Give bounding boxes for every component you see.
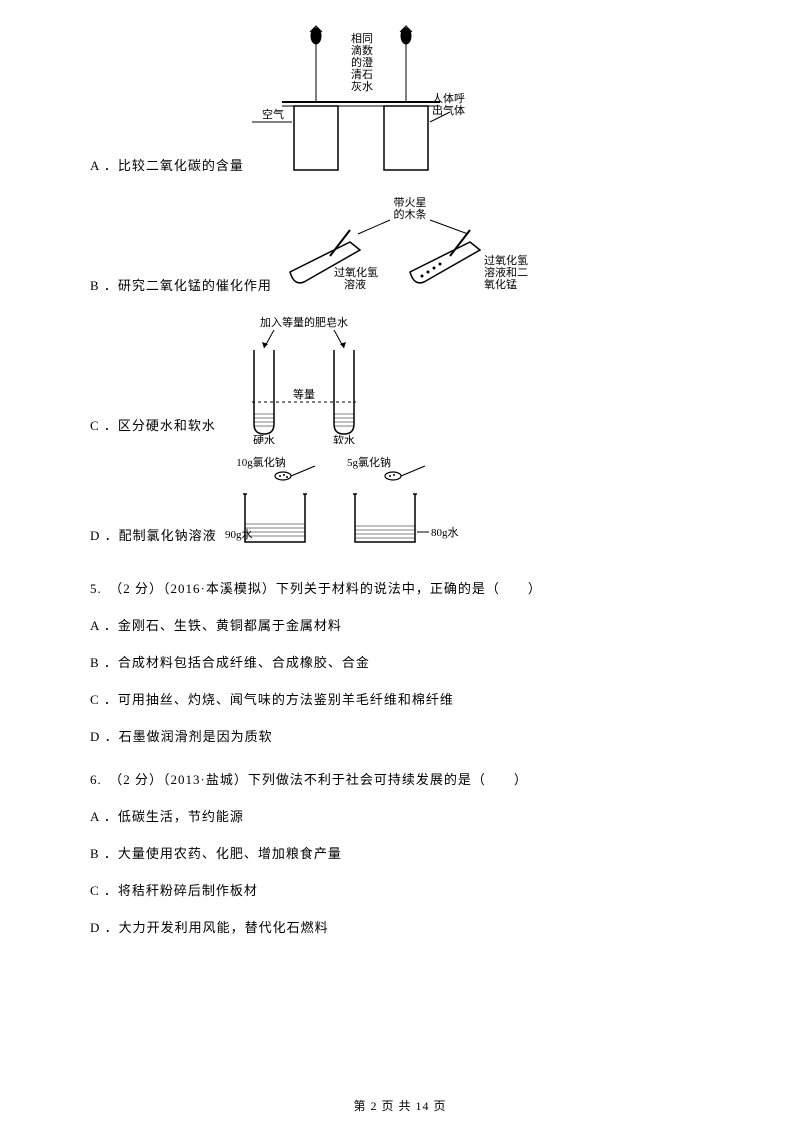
optC-left: 硬水	[253, 434, 275, 444]
dropper-text-3: 清石	[351, 68, 373, 81]
dropper-text-4: 灰水	[351, 79, 373, 93]
optC-right: 软水	[333, 433, 355, 444]
option-d-row: D ．配制氯化钠溶液 10g氯化钠 5g氯化钠	[90, 454, 710, 554]
optA-right-label-2: 出气体	[432, 103, 465, 117]
q6-b: B ．大量使用农药、化肥、增加粮食产量	[90, 843, 710, 862]
option-b-row: B ．研究二氧化锰的催化作用 带火星 的木条	[90, 194, 710, 304]
q6-d: D ．大力开发利用风能，替代化石燃料	[90, 917, 710, 936]
optB-right-3: 氧化锰	[484, 277, 517, 291]
optC-mid: 等量	[293, 387, 315, 401]
q6-a: A ．低碳生活，节约能源	[90, 806, 710, 825]
option-c-label: C ．区分硬水和软水	[90, 415, 216, 444]
diagram-b: 带火星 的木条 过氧化氢 溶液 过氧化氢	[280, 194, 540, 304]
optD-lt: 10g氯化钠	[236, 455, 286, 469]
optB-top-1: 带火星	[393, 196, 426, 209]
q5-c: C ．可用抽丝、灼烧、闻气味的方法鉴别羊毛纤维和棉纤维	[90, 689, 710, 708]
dropper-text-0: 相同	[351, 32, 373, 45]
q6-c: C ．将秸秆粉碎后制作板材	[90, 880, 710, 899]
q5-a: A ．金刚石、生铁、黄铜都属于金属材料	[90, 615, 710, 634]
optB-top-2: 的木条	[393, 207, 426, 221]
option-c-row: C ．区分硬水和软水 加入等量的肥皂水	[90, 314, 710, 444]
optB-left-1: 过氧化氢	[334, 265, 378, 279]
optD-lb: 90g水	[225, 528, 253, 541]
optA-right-label-1: 人体呼	[432, 91, 465, 105]
option-b-label: B ．研究二氧化锰的催化作用	[90, 275, 272, 304]
option-d-label: D ．配制氯化钠溶液	[90, 525, 217, 554]
diagram-a: 相同 滴数 的澄 清石 灰水 空气 人体呼 出气体	[252, 24, 472, 184]
dropper-text-2: 的澄	[351, 55, 373, 69]
q6-stem: 6. （2 分）（2013·盐城）下列做法不利于社会可持续发展的是（ ）	[90, 769, 710, 788]
optD-rt: 5g氯化钠	[347, 455, 391, 469]
diagram-a-svg: 相同 滴数 的澄 清石 灰水 空气 人体呼 出气体	[252, 24, 472, 184]
diagram-d: 10g氯化钠 5g氯化钠	[225, 454, 465, 554]
optB-right-2: 溶液和二	[484, 265, 528, 279]
option-a-label: A ．比较二氧化碳的含量	[90, 155, 244, 184]
diagram-c-svg: 加入等量的肥皂水 等量	[224, 314, 404, 444]
q5-b: B ．合成材料包括合成纤维、合成橡胶、合金	[90, 652, 710, 671]
optB-left-2: 溶液	[344, 277, 366, 291]
optB-right-1: 过氧化氢	[484, 253, 528, 267]
q5-d: D ．石墨做润滑剂是因为质软	[90, 726, 710, 745]
option-a-row: A ．比较二氧化碳的含量 相同 滴数 的澄 清石 灰水	[90, 24, 710, 184]
optA-left-label: 空气	[262, 107, 284, 121]
dropper-text-1: 滴数	[351, 43, 373, 57]
optC-top: 加入等量的肥皂水	[260, 315, 348, 329]
q5-stem: 5. （2 分）（2016·本溪模拟）下列关于材料的说法中，正确的是（ ）	[90, 578, 710, 597]
diagram-c: 加入等量的肥皂水 等量	[224, 314, 404, 444]
diagram-d-svg: 10g氯化钠 5g氯化钠	[225, 454, 465, 554]
page-footer: 第 2 页 共 14 页	[0, 1097, 800, 1114]
diagram-b-svg: 带火星 的木条 过氧化氢 溶液 过氧化氢	[280, 194, 540, 304]
optD-rb: 80g水	[431, 526, 459, 539]
